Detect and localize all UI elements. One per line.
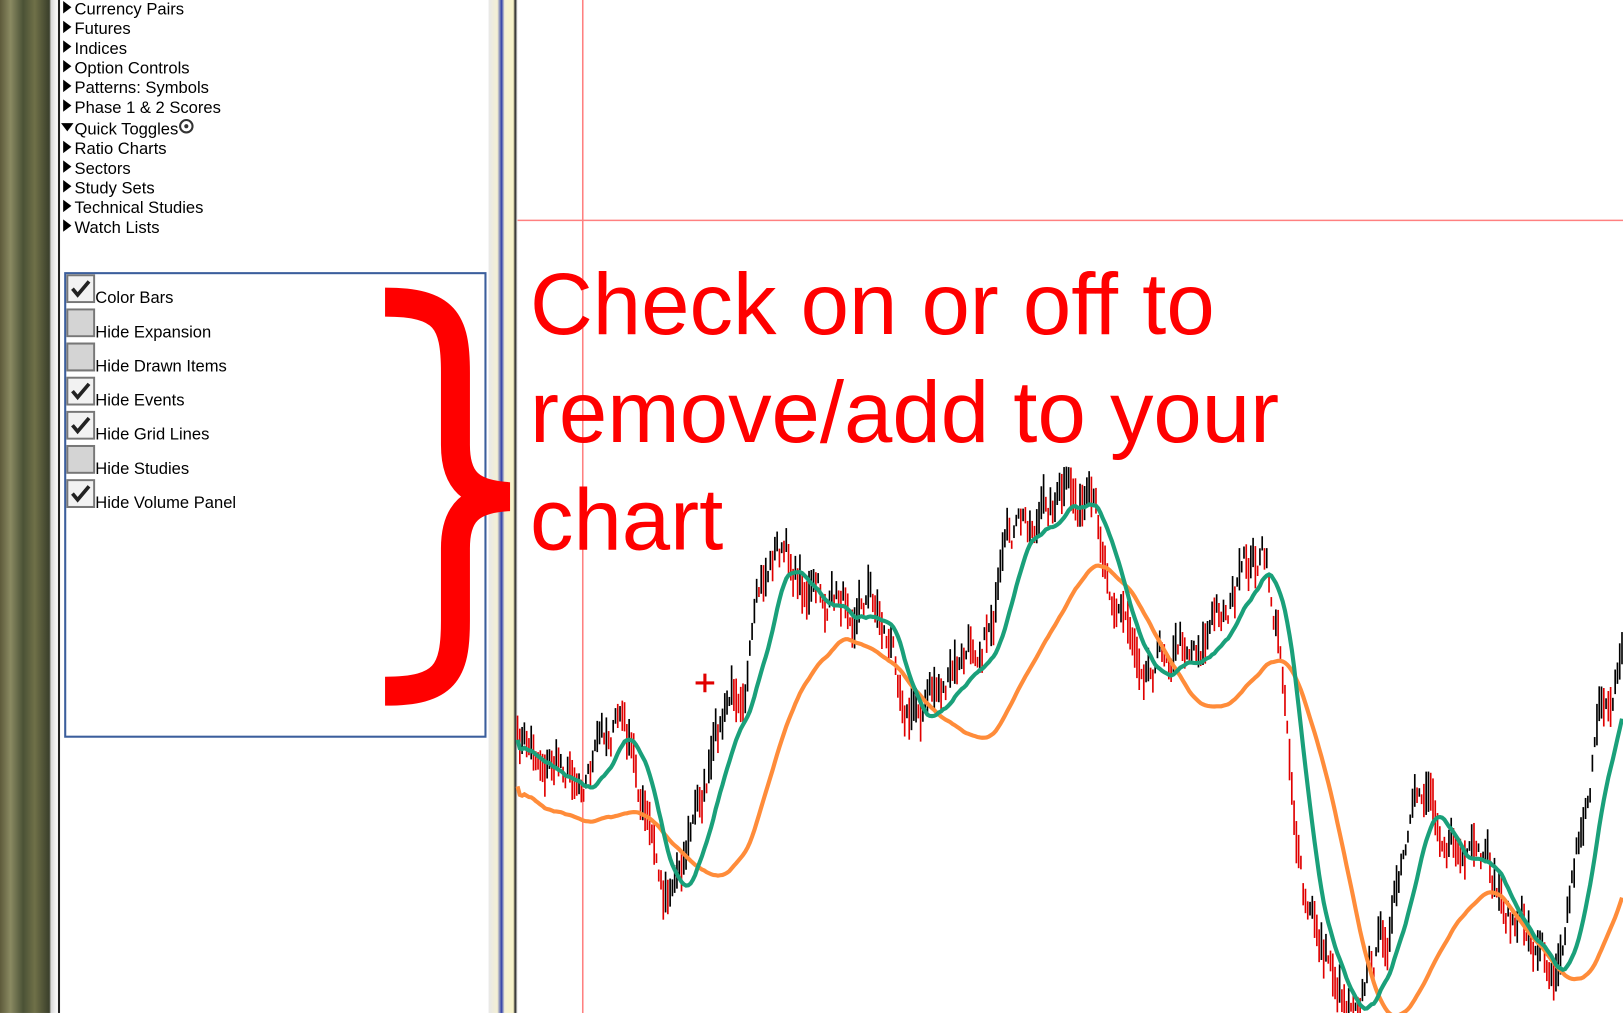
menu-row[interactable]: Phase 1 & 2 Scores <box>60 98 491 118</box>
check-mark <box>71 416 91 435</box>
check-mark <box>71 280 91 298</box>
toggle-label: Hide Studies <box>95 460 190 479</box>
long-average <box>515 563 1623 1013</box>
toggle-label: Hide Expansion <box>95 323 212 342</box>
arrow-shape <box>63 1 72 14</box>
menu-label: Currency Pairs <box>74 1 185 19</box>
expand-arrow <box>63 1 72 14</box>
checkbox[interactable] <box>66 342 96 372</box>
menu-label: Sectors <box>74 160 131 178</box>
arrow-shape <box>63 199 72 213</box>
expand-arrow <box>63 160 72 173</box>
checkbox[interactable] <box>66 274 96 304</box>
arrow-shape <box>63 180 72 193</box>
expand-arrow <box>61 123 74 132</box>
menu-row[interactable]: Quick Toggles <box>60 118 491 140</box>
expand-arrow <box>63 99 72 112</box>
menu-label: Futures <box>74 20 131 39</box>
toggle[interactable]: Color Bars <box>66 274 484 308</box>
icon-dot <box>184 124 189 129</box>
annotation-brace <box>384 287 511 706</box>
checkbox-frame <box>66 444 96 474</box>
toggle[interactable]: Hide Grid Lines <box>66 410 484 445</box>
menu-row[interactable]: Sectors <box>60 159 491 179</box>
toggle[interactable]: Hide Events <box>66 376 484 411</box>
menu-label: Patterns: Symbols <box>74 79 209 98</box>
arrow-shape <box>63 99 72 112</box>
expand-arrow <box>63 40 72 53</box>
menu-label: Option Controls <box>74 60 190 78</box>
check-mark <box>71 382 91 401</box>
menu-label: Quick Toggles <box>74 121 179 139</box>
menu-label: Phase 1 & 2 Scores <box>74 99 221 117</box>
toggle-label: Hide Drawn Items <box>95 358 227 376</box>
annotation-text: Check on or off to <box>529 255 1215 353</box>
menu-row[interactable]: Technical Studies <box>60 199 491 219</box>
menu-row[interactable]: Patterns: Symbols <box>60 79 491 99</box>
expand-arrow <box>63 60 72 73</box>
expand-arrow <box>63 199 72 213</box>
checkbox[interactable] <box>66 376 96 406</box>
short-average <box>515 502 1623 1011</box>
icon-ring <box>179 118 194 134</box>
check-mark <box>71 485 91 503</box>
arrow-shape <box>63 140 72 154</box>
menu-label: Study Sets <box>74 180 155 198</box>
menu-label: Ratio Charts <box>74 140 167 159</box>
toggle[interactable]: Hide Studies <box>66 444 484 479</box>
toggle-label: Hide Grid Lines <box>95 426 210 444</box>
options-icon[interactable] <box>178 118 195 135</box>
expand-arrow <box>63 140 72 154</box>
checkbox[interactable] <box>66 308 96 338</box>
toggle[interactable]: Hide Volume Panel <box>66 479 484 513</box>
menu-row[interactable]: Currency Pairs <box>60 0 491 20</box>
toggle[interactable]: Hide Expansion <box>66 308 484 342</box>
arrow-shape <box>63 219 72 232</box>
menu-row[interactable]: Option Controls <box>60 59 491 79</box>
desktop-strip <box>0 0 58 1013</box>
arrow-shape <box>61 123 74 132</box>
checkbox[interactable] <box>66 410 96 440</box>
toggle-label: Hide Volume Panel <box>95 494 237 513</box>
menu-row[interactable]: Watch Lists <box>60 218 491 238</box>
menu-row[interactable]: Futures <box>60 20 491 40</box>
event-marker <box>695 673 715 693</box>
annotation-text: chart <box>529 470 724 569</box>
toggle-label: Hide Events <box>95 392 185 410</box>
expand-arrow <box>63 79 72 93</box>
menu-label: Watch Lists <box>74 219 160 237</box>
menu-row[interactable]: Indices <box>60 39 491 59</box>
expand-arrow <box>63 180 72 193</box>
expand-arrow <box>63 20 72 34</box>
arrow-shape <box>63 160 72 173</box>
arrow-shape <box>63 20 72 34</box>
menu-row[interactable]: Ratio Charts <box>60 140 491 160</box>
checkbox-frame <box>66 308 96 338</box>
expand-arrow <box>63 219 72 232</box>
arrow-shape <box>63 40 72 53</box>
checkbox[interactable] <box>66 479 96 509</box>
menu-label: Indices <box>74 40 128 58</box>
toggle-box: Color Bars Hide Expansion Hide Drawn Items… <box>64 272 487 738</box>
checkbox-frame <box>66 342 96 372</box>
toggle-label: Color Bars <box>95 289 174 308</box>
menu-row[interactable]: Study Sets <box>60 179 491 199</box>
checkbox[interactable] <box>66 444 96 474</box>
toggle[interactable]: Hide Drawn Items <box>66 342 484 376</box>
menu-label: Technical Studies <box>74 199 204 218</box>
side-panel: Currency Pairs Futures Indices Option Contr… <box>57 0 491 1013</box>
arrow-shape <box>63 79 72 93</box>
annotation-text: remove/add to your <box>529 363 1280 461</box>
arrow-shape <box>63 60 72 73</box>
